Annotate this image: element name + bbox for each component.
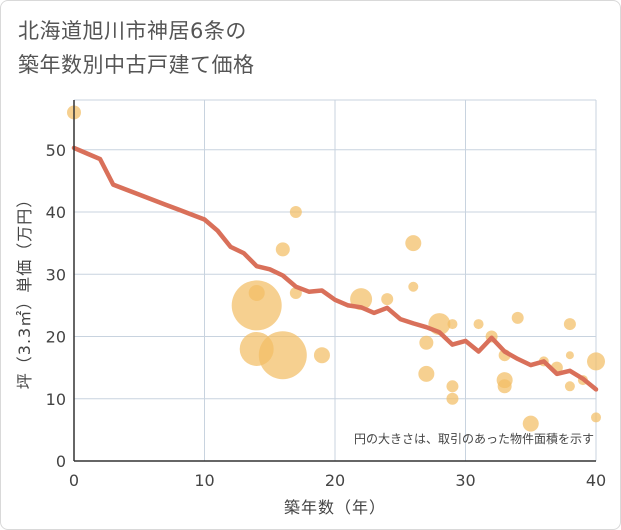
bubble-point-16 (447, 319, 458, 330)
y-tick-label-50: 50 (46, 141, 66, 160)
bubble-point-18 (446, 392, 459, 405)
tick-labels: 0 10 20 30 40 0 10 20 30 40 50 (46, 141, 607, 490)
x-tick-label-0: 0 (69, 471, 79, 490)
y-axis-label: 坪（3.3㎡）単価（万円） (15, 191, 34, 389)
chart-title-line-2: 築年数別中古戸建て価格 (18, 53, 255, 77)
x-tick-label-40: 40 (586, 471, 606, 490)
bubble-point-5 (275, 242, 290, 257)
bubble-point-11 (405, 235, 422, 252)
bubble-point-30 (564, 381, 575, 392)
chart-title: 北海道旭川市神居6条の 築年数別中古戸建て価格 (18, 14, 255, 82)
bubble-point-29 (565, 351, 574, 360)
bubble-point-8 (313, 347, 330, 364)
size-note: 円の大きさは、取引のあった物件面積を示す (354, 431, 594, 446)
y-tick-label-30: 30 (46, 265, 66, 284)
x-tick-label-20: 20 (325, 471, 345, 490)
bubble-point-2 (248, 284, 265, 301)
bubble-point-6 (289, 206, 302, 219)
bubble-point-25 (522, 415, 539, 432)
y-tick-label-0: 0 (56, 452, 66, 471)
bubble-point-24 (511, 311, 524, 324)
bubble-point-17 (446, 380, 459, 393)
y-tick-label-20: 20 (46, 328, 66, 347)
trend-line (71, 145, 599, 392)
bubble-series (67, 105, 605, 432)
y-tick-label-10: 10 (46, 390, 66, 409)
x-tick-label-10: 10 (194, 471, 214, 490)
bubble-point-10 (381, 293, 394, 306)
bubble-point-32 (587, 352, 605, 371)
bubble-point-23 (497, 379, 512, 394)
bubble-point-19 (473, 319, 484, 330)
x-axis-label: 築年数（年） (284, 498, 386, 517)
x-tick-label-30: 30 (455, 471, 475, 490)
bubble-point-1 (231, 280, 282, 331)
bubble-point-14 (418, 365, 435, 382)
grid-lines (74, 99, 597, 461)
chart-title-line-1: 北海道旭川市神居6条の (18, 19, 247, 43)
bubble-point-12 (408, 281, 419, 292)
trend-line-group (71, 145, 599, 392)
bubble-point-4 (258, 331, 307, 380)
axes (73, 100, 596, 462)
y-tick-label-40: 40 (46, 203, 66, 222)
bubble-point-28 (563, 318, 576, 331)
bubble-point-33 (591, 412, 601, 423)
bubble-point-13 (419, 335, 434, 350)
